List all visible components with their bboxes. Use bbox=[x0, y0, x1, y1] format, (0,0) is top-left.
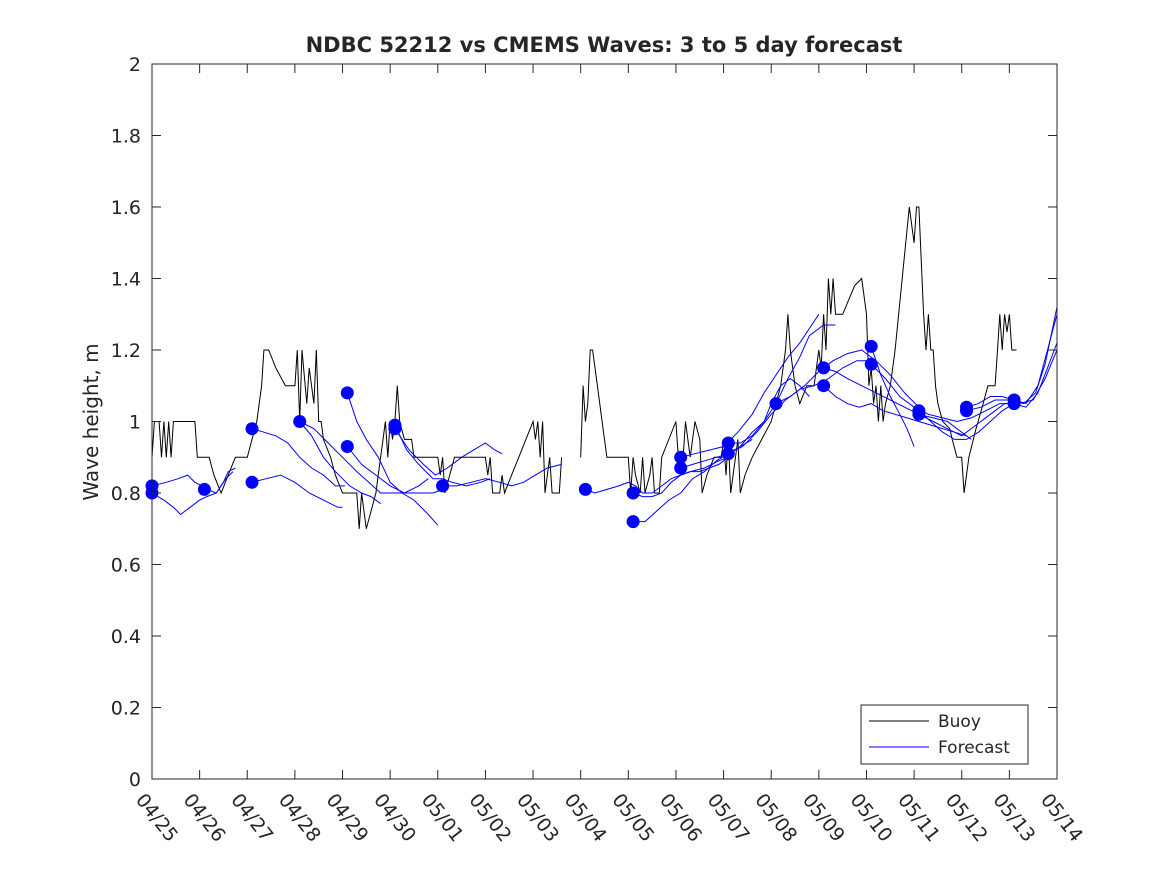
forecast-start-marker-26 bbox=[960, 404, 973, 418]
forecast-start-marker-13 bbox=[626, 515, 640, 529]
forecast-line-11 bbox=[585, 456, 729, 494]
buoy-line-segment-1 bbox=[580, 206, 1017, 494]
forecast-start-marker-17 bbox=[721, 447, 735, 461]
forecast-start-marker-16 bbox=[721, 436, 735, 450]
x-tick-label-17: 05/12 bbox=[941, 790, 992, 847]
forecast-line-12 bbox=[632, 456, 729, 498]
buoy-line-segment-0 bbox=[152, 349, 563, 529]
x-tick-label-1: 04/26 bbox=[179, 790, 230, 847]
x-tick-label-4: 04/29 bbox=[322, 790, 373, 847]
buoy-series bbox=[152, 206, 1017, 529]
forecast-line-19 bbox=[823, 367, 972, 440]
forecast-start-marker-4 bbox=[245, 475, 259, 489]
forecast-line-23 bbox=[918, 342, 1057, 440]
forecast-line-9 bbox=[394, 428, 503, 476]
forecast-line-16 bbox=[728, 324, 836, 444]
legend-box bbox=[860, 704, 1029, 765]
x-tick-label-3: 04/28 bbox=[274, 790, 325, 847]
x-tick-label-10: 05/05 bbox=[607, 790, 658, 847]
forecast-line-5 bbox=[299, 421, 429, 494]
forecast-line-25 bbox=[966, 314, 1057, 408]
forecast-line-8 bbox=[394, 424, 491, 487]
x-tick-label-13: 05/08 bbox=[750, 790, 801, 847]
x-tick-label-5: 04/30 bbox=[369, 790, 420, 847]
x-tick-label-2: 04/27 bbox=[226, 790, 277, 847]
x-tick-label-6: 05/01 bbox=[417, 790, 468, 847]
legend-forecast-label: Forecast bbox=[938, 738, 1010, 758]
forecast-start-marker-10 bbox=[436, 479, 450, 493]
y-tick-label-1: 0.2 bbox=[111, 698, 141, 720]
forecast-start-marker-6 bbox=[340, 386, 354, 400]
forecast-start-marker-7 bbox=[340, 440, 354, 453]
forecast-line-2 bbox=[251, 428, 345, 487]
x-tick-label-11: 05/06 bbox=[655, 790, 706, 847]
y-tick-label-7: 1.4 bbox=[111, 269, 141, 291]
y-tick-label-4: 0.8 bbox=[111, 483, 141, 505]
y-axis: 0 0.2 0.4 0.6 0.8 1 1.2 1.4 1.6 1.8 2 bbox=[111, 54, 1057, 791]
y-tick-label-0: 0 bbox=[129, 769, 141, 791]
y-axis-label: Wave height, m bbox=[79, 343, 103, 500]
forecast-start-marker-15 bbox=[674, 450, 688, 464]
y-tick-label-9: 1.8 bbox=[111, 126, 141, 148]
forecast-line-15 bbox=[680, 314, 820, 458]
forecast-line-3 bbox=[251, 474, 343, 508]
forecast-line-17 bbox=[728, 360, 872, 455]
forecast-line-6 bbox=[346, 392, 439, 526]
forecast-line-21 bbox=[870, 346, 915, 447]
x-tick-label-14: 05/09 bbox=[798, 790, 849, 847]
forecast-line-24 bbox=[918, 349, 1057, 437]
forecast-line-18 bbox=[775, 349, 920, 408]
x-tick-label-12: 05/07 bbox=[703, 790, 754, 847]
forecast-line-14 bbox=[680, 377, 810, 469]
forecast-start-marker-22 bbox=[864, 357, 878, 371]
forecast-line-20 bbox=[823, 385, 967, 437]
forecast-line-22 bbox=[870, 363, 1015, 423]
x-tick-label-15: 05/10 bbox=[846, 790, 897, 847]
forecast-start-marker-24 bbox=[912, 407, 926, 421]
x-tick-label-9: 05/04 bbox=[560, 790, 611, 847]
forecast-start-marker-18 bbox=[769, 397, 783, 411]
y-tick-label-6: 1.2 bbox=[111, 340, 141, 362]
x-tick-label-8: 05/03 bbox=[512, 790, 563, 847]
forecast-start-marker-2 bbox=[197, 482, 211, 496]
y-tick-label-5: 1 bbox=[129, 412, 141, 434]
forecast-start-marker-9 bbox=[388, 422, 402, 436]
x-tick-label-7: 05/02 bbox=[464, 790, 515, 847]
forecast-start-marker-28 bbox=[1007, 397, 1021, 411]
y-tick-label-2: 0.4 bbox=[111, 626, 141, 648]
forecast-start-marker-3 bbox=[245, 422, 259, 436]
forecast-start-marker-5 bbox=[293, 415, 307, 428]
y-tick-label-8: 1.6 bbox=[111, 197, 141, 219]
forecast-start-marker-11 bbox=[578, 482, 592, 496]
forecast-start-marker-20 bbox=[817, 379, 831, 393]
forecast-line-4 bbox=[299, 421, 381, 505]
forecast-line-1 bbox=[152, 471, 234, 516]
x-tick-label-0: 04/25 bbox=[131, 790, 182, 847]
forecast-line-7 bbox=[346, 446, 443, 494]
forecast-start-markers bbox=[145, 339, 1021, 529]
y-tick-label-10: 2 bbox=[129, 54, 141, 76]
forecast-line-10 bbox=[442, 463, 562, 487]
forecast-start-marker-21 bbox=[864, 339, 878, 353]
legend-buoy-label: Buoy bbox=[938, 712, 981, 732]
forecast-start-marker-12 bbox=[626, 486, 640, 500]
x-tick-label-18: 05/13 bbox=[988, 790, 1039, 847]
plot-area-frame bbox=[151, 63, 1058, 780]
chart-title: NDBC 52212 vs CMEMS Waves: 3 to 5 day fo… bbox=[306, 33, 903, 57]
forecast-start-marker-14 bbox=[674, 461, 688, 475]
x-tick-label-16: 05/11 bbox=[893, 790, 944, 847]
forecast-start-marker-19 bbox=[817, 361, 831, 375]
legend: Buoy Forecast bbox=[860, 704, 1029, 765]
x-tick-label-19: 05/14 bbox=[1036, 790, 1087, 847]
y-tick-label-3: 0.6 bbox=[111, 555, 141, 577]
